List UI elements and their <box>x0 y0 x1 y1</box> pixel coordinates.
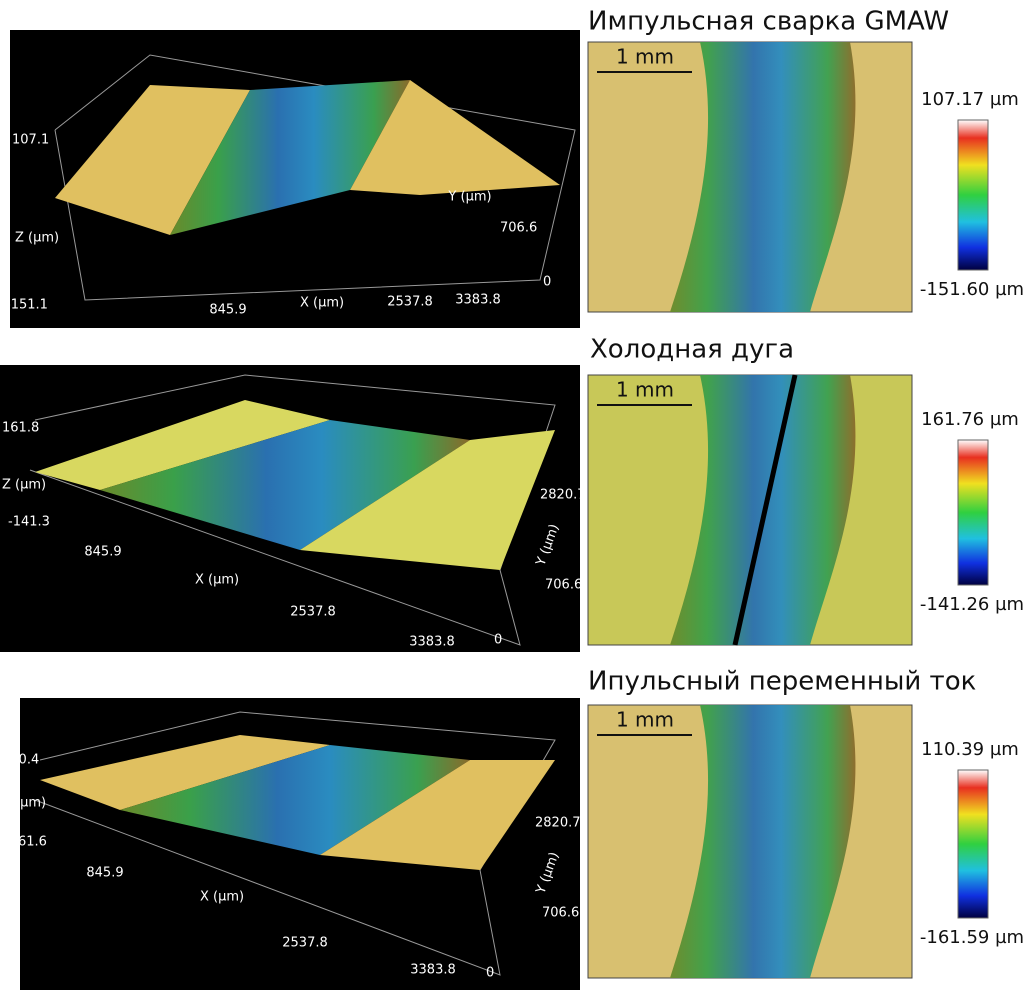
weld-trench <box>100 420 470 550</box>
z-max-label: 107.1 <box>12 133 49 148</box>
surface-plane <box>300 430 555 570</box>
panel-title: Холодная дуга <box>590 335 794 365</box>
weld-trench <box>120 745 470 855</box>
y-tick-label: 706.6 <box>542 906 579 921</box>
colorbar <box>957 119 989 271</box>
z-max-label: 110.4 <box>2 753 39 768</box>
x-tick-label: 2537.8 <box>290 605 336 620</box>
z-axis-label: Z (µm) <box>2 478 46 493</box>
colorbar-min: -141.26 µm <box>920 594 1024 615</box>
colorbar-max: 110.39 µm <box>921 739 1019 760</box>
y-axis-label: Y (µm) <box>447 190 491 205</box>
y-tick-label: 0 <box>494 633 502 648</box>
colorbar <box>957 769 989 919</box>
scale-label: 1 mm <box>616 708 674 732</box>
y-tick-label: 2820.7 <box>540 488 586 503</box>
crack <box>732 374 798 646</box>
z-min-label: -141.3 <box>8 515 50 530</box>
x-axis-label: X (µm) <box>195 573 239 588</box>
x-tick-label: 845.9 <box>84 545 121 560</box>
x-tick-label: 3383.8 <box>409 635 455 650</box>
colorbar-max: 107.17 µm <box>921 89 1019 110</box>
z-max-label: 161.8 <box>2 421 39 436</box>
y-tick-label: 0 <box>486 966 494 981</box>
z-min-label: -151.1 <box>6 298 48 313</box>
y-tick-label: 2820.7 <box>535 816 581 831</box>
weld-bead <box>670 42 856 312</box>
z-min-label: -161.6 <box>5 835 47 850</box>
z-axis-label: Z (µm) <box>15 231 59 246</box>
x-tick-label: 845.9 <box>209 303 246 318</box>
y-tick-label: 0 <box>543 275 551 290</box>
bounding-box <box>54 54 576 301</box>
y-tick-label: 706.6 <box>500 221 537 236</box>
y-tick-label: 706.6 <box>545 578 582 593</box>
colorbar-min: -161.59 µm <box>920 927 1024 948</box>
x-tick-label: 2537.8 <box>282 936 328 951</box>
scale-label: 1 mm <box>616 45 674 69</box>
x-tick-label: 3383.8 <box>455 293 501 308</box>
colorbar-max: 161.76 µm <box>921 409 1019 430</box>
x-axis-label: X (µm) <box>200 890 244 905</box>
x-tick-label: 3383.8 <box>410 963 456 978</box>
weld-bead <box>670 705 856 978</box>
x-tick-label: 2537.8 <box>387 295 433 310</box>
panel-title: Импульсная сварка GMAW <box>588 7 949 37</box>
colorbar-min: -151.60 µm <box>920 279 1024 300</box>
scale-label: 1 mm <box>616 378 674 402</box>
surface-plane <box>350 80 560 195</box>
x-axis-label: X (µm) <box>300 296 344 311</box>
panel-title: Ипульсный переменный ток <box>588 667 976 697</box>
surface-plane <box>55 85 250 235</box>
x-tick-label: 845.9 <box>86 866 123 881</box>
surface-plane <box>40 735 330 810</box>
z-axis-label: Z (µm) <box>2 796 46 811</box>
weld-trench <box>170 80 410 235</box>
surface-plane <box>320 760 555 870</box>
colorbar <box>957 439 989 586</box>
surface-plane <box>35 400 330 490</box>
